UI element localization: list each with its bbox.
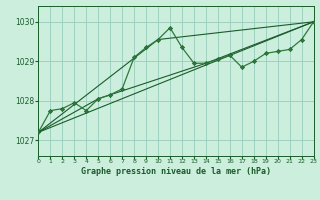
X-axis label: Graphe pression niveau de la mer (hPa): Graphe pression niveau de la mer (hPa): [81, 167, 271, 176]
